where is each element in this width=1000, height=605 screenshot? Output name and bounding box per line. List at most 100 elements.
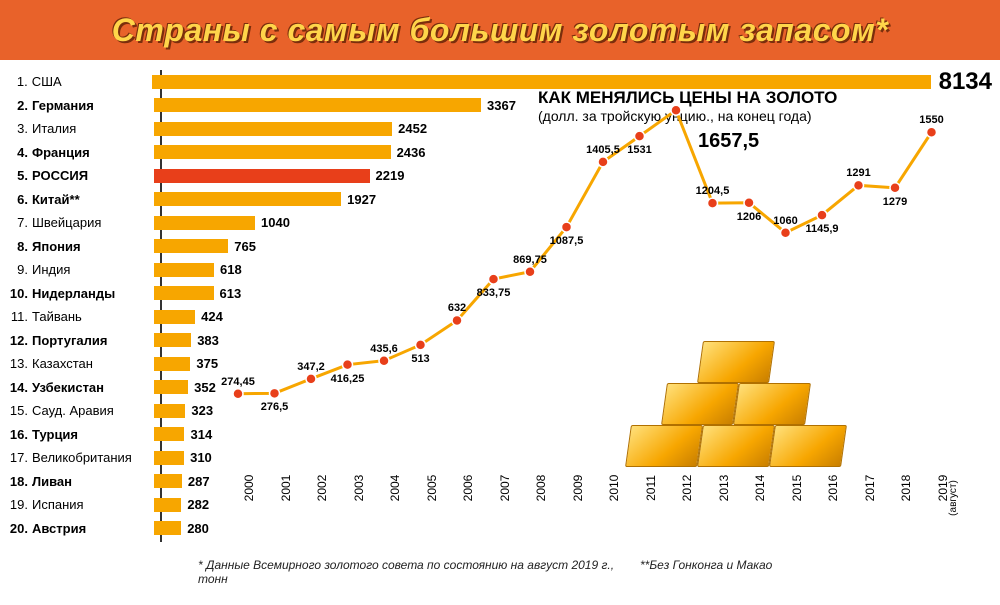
country-rank: 12.	[8, 333, 30, 348]
gold-bar-icon	[697, 341, 775, 383]
country-row: 20.Австрия 280	[8, 517, 992, 541]
year-label: 2005	[425, 475, 439, 502]
country-rank: 13.	[8, 356, 30, 371]
price-point-label: 833,75	[477, 287, 511, 299]
country-rank: 3.	[8, 121, 30, 136]
year-label: 2003	[352, 475, 366, 502]
price-point-label: 276,5	[261, 401, 289, 413]
price-point-label: 1550	[919, 114, 943, 126]
country-name: Индия	[30, 262, 150, 277]
country-rank: 18.	[8, 474, 30, 489]
country-rank: 10.	[8, 286, 30, 301]
year-label: 2009	[571, 475, 585, 502]
gold-bar-icon	[733, 383, 811, 425]
country-name: Сауд. Аравия	[30, 403, 150, 418]
year-label: 2016	[826, 475, 840, 502]
price-point-label: 1145,9	[805, 223, 838, 235]
country-name: Испания	[30, 497, 150, 512]
year-label: 2017	[863, 475, 877, 502]
year-label: 2015	[790, 475, 804, 502]
country-name: Швейцария	[30, 215, 150, 230]
country-name: Казахстан	[30, 356, 150, 371]
country-rank: 20.	[8, 521, 30, 536]
country-bar	[154, 474, 182, 488]
country-rank: 15.	[8, 403, 30, 418]
country-value: 280	[181, 521, 209, 536]
price-point-label: 1060	[773, 215, 797, 227]
country-rank: 6.	[8, 192, 30, 207]
country-bar	[154, 451, 184, 465]
price-point-label: 632	[448, 302, 466, 314]
country-rank: 2.	[8, 98, 30, 113]
year-label: 2014	[753, 475, 767, 502]
country-name: Тайвань	[30, 309, 150, 324]
price-point-label: 1531	[627, 144, 651, 156]
country-name: Турция	[30, 427, 150, 442]
country-bar	[154, 357, 190, 371]
gold-bars-icon	[628, 305, 848, 475]
footnote-source: * Данные Всемирного золотого совета по с…	[198, 558, 618, 586]
year-label: 2007	[498, 475, 512, 502]
country-bar	[154, 498, 181, 512]
year-label: 2008	[534, 475, 548, 502]
chart-area: 1.США81342.Германия33673.Италия24524.Фра…	[8, 70, 992, 560]
country-rank: 1.	[8, 74, 30, 89]
country-rank: 4.	[8, 145, 30, 160]
gold-bar-icon	[769, 425, 847, 467]
year-label: 2010	[607, 475, 621, 502]
country-bar	[154, 310, 195, 324]
price-point-label: 435,6	[370, 343, 398, 355]
year-label: 2006	[461, 475, 475, 502]
year-label: 2011	[644, 475, 658, 501]
country-rank: 8.	[8, 239, 30, 254]
country-name: Япония	[30, 239, 150, 254]
price-point-label: 513	[411, 353, 429, 365]
country-name: РОССИЯ	[30, 168, 150, 183]
gold-bar-icon	[625, 425, 703, 467]
year-label-extra: (август)	[948, 480, 959, 516]
country-name: Великобритания	[30, 450, 150, 465]
gold-bar-icon	[661, 383, 739, 425]
price-point-label: 869,75	[513, 254, 547, 266]
country-value: 282	[181, 497, 209, 512]
title-band: Страны с самым большим золотым запасом*	[0, 0, 1000, 60]
country-name: Португалия	[30, 333, 150, 348]
country-name: Франция	[30, 145, 150, 160]
country-name: США	[30, 74, 148, 89]
country-bar	[154, 380, 188, 394]
gold-bar-icon	[697, 425, 775, 467]
country-name: Ливан	[30, 474, 150, 489]
year-label: 2012	[680, 475, 694, 502]
country-rank: 14.	[8, 380, 30, 395]
country-bar	[154, 521, 181, 535]
price-point-label: 347,2	[297, 361, 325, 373]
price-point-label: 1405,5	[586, 144, 620, 156]
country-name: Италия	[30, 121, 150, 136]
country-name: Китай**	[30, 192, 150, 207]
country-name: Австрия	[30, 521, 150, 536]
page-title: Страны с самым большим золотым запасом*	[112, 12, 888, 49]
year-label: 2004	[388, 475, 402, 502]
price-point-label: 1087,5	[550, 235, 584, 247]
line-chart	[208, 60, 988, 480]
country-bar	[154, 286, 214, 300]
price-point-label: 1206	[737, 211, 761, 223]
price-point-label: 1279	[883, 196, 907, 208]
country-bar	[154, 333, 191, 347]
country-rank: 5.	[8, 168, 30, 183]
country-name: Узбекистан	[30, 380, 150, 395]
country-rank: 17.	[8, 450, 30, 465]
year-label: 2002	[315, 475, 329, 502]
price-point-label: 1291	[846, 167, 870, 179]
country-name: Германия	[30, 98, 150, 113]
country-bar	[154, 427, 184, 441]
country-rank: 19.	[8, 497, 30, 512]
year-label: 2013	[717, 475, 731, 502]
country-bar	[154, 404, 185, 418]
country-rank: 9.	[8, 262, 30, 277]
price-point-label: 1204,5	[696, 185, 730, 197]
country-rank: 7.	[8, 215, 30, 230]
country-name: Нидерланды	[30, 286, 150, 301]
country-value: 287	[182, 474, 210, 489]
year-label: 2000	[242, 475, 256, 502]
